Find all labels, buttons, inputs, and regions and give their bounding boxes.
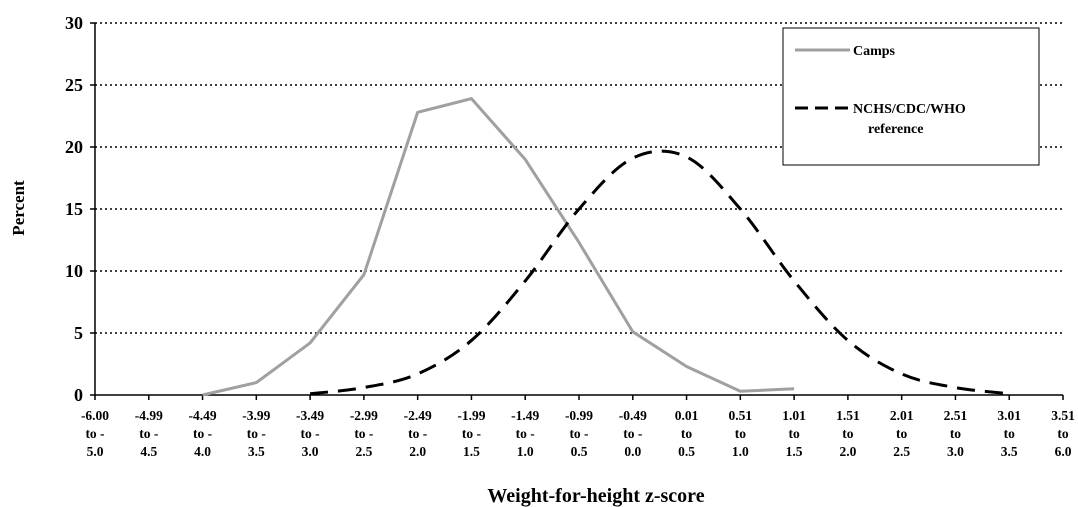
y-tick-label: 15 xyxy=(65,199,83,219)
x-tick-label-line: to - xyxy=(408,426,427,441)
y-tick-label: 25 xyxy=(65,75,83,95)
x-tick-label-line: 1.0 xyxy=(517,444,534,459)
x-tick-label-line: -4.99 xyxy=(135,408,163,423)
x-tick-label: -0.99 to - 0.5 xyxy=(565,408,593,459)
x-tick-label: 2.01 to 2.5 xyxy=(890,408,914,459)
series-line-reference xyxy=(309,149,1010,396)
y-tick-labels: 0 5 10 15 20 25 30 xyxy=(65,13,83,405)
x-tick-label-line: 0.0 xyxy=(624,444,641,459)
x-tick-label-line: -3.49 xyxy=(296,408,324,423)
x-tick-label-line: 0.01 xyxy=(675,408,699,423)
x-tick-label-line: 3.51 xyxy=(1051,408,1075,423)
x-tick-label-line: 2.0 xyxy=(839,444,856,459)
x-tick-label-line: to - xyxy=(139,426,158,441)
x-tick-label: -0.49 to - 0.0 xyxy=(619,408,647,459)
x-tick-label-line: 4.5 xyxy=(140,444,157,459)
x-tick-label-line: 2.51 xyxy=(944,408,968,423)
x-tick-label: 3.01 to 3.5 xyxy=(997,408,1021,459)
x-tick-label: -1.49 to - 1.0 xyxy=(511,408,539,459)
x-tick-label-line: -0.99 xyxy=(565,408,593,423)
x-tick-label-line: -2.49 xyxy=(404,408,432,423)
legend-label-reference-line2: reference xyxy=(868,122,923,137)
x-tick-label-line: -1.99 xyxy=(457,408,485,423)
y-tick-label: 20 xyxy=(65,137,83,157)
x-tick-label-line: to xyxy=(1004,426,1015,441)
legend-label-reference: NCHS/CDC/WHO reference xyxy=(853,102,969,137)
x-tick-label-line: 2.5 xyxy=(355,444,372,459)
x-tick-label-line: to xyxy=(896,426,907,441)
x-tick-label-line: to - xyxy=(301,426,320,441)
y-tick-label: 10 xyxy=(65,261,83,281)
x-tick-label-line: 1.5 xyxy=(463,444,480,459)
x-tick-label-line: 0.5 xyxy=(571,444,588,459)
x-tick-label-line: 1.0 xyxy=(732,444,749,459)
y-tick-label: 30 xyxy=(65,13,83,33)
x-tick-label-line: to xyxy=(1057,426,1068,441)
x-tick-label-line: to xyxy=(842,426,853,441)
x-tick-label: -3.99 to - 3.5 xyxy=(242,408,270,459)
x-tick-label: -1.99 to - 1.5 xyxy=(457,408,485,459)
x-tick-label: -4.49 to - 4.0 xyxy=(188,408,216,459)
x-tick-label: 3.51 to 6.0 xyxy=(1051,408,1075,459)
x-tick-label: 1.51 to 2.0 xyxy=(836,408,860,459)
x-tick-label: -3.49 to - 3.0 xyxy=(296,408,324,459)
legend-label-reference-line1: NCHS/CDC/WHO xyxy=(853,102,966,117)
x-tick-label-line: 1.01 xyxy=(782,408,806,423)
series-lines xyxy=(202,97,1010,397)
x-tick-label: 2.51 to 3.0 xyxy=(944,408,968,459)
x-tick-label-line: 3.5 xyxy=(248,444,265,459)
series-line-camps xyxy=(202,97,795,397)
x-tick-label-line: to - xyxy=(247,426,266,441)
x-tick-label: 0.51 to 1.0 xyxy=(729,408,753,459)
x-tick-label-line: 2.5 xyxy=(893,444,910,459)
x-tick-label-line: to xyxy=(788,426,799,441)
x-tick-label-line: -2.99 xyxy=(350,408,378,423)
x-tick-label: -2.99 to - 2.5 xyxy=(350,408,378,459)
x-tick-label-line: -1.49 xyxy=(511,408,539,423)
y-axis-title: Percent xyxy=(9,180,28,236)
x-tick-label-line: to - xyxy=(569,426,588,441)
x-tick-label-line: 2.0 xyxy=(409,444,426,459)
x-tick-label-line: 2.01 xyxy=(890,408,914,423)
x-tick-label: -2.49 to - 2.0 xyxy=(404,408,432,459)
x-tick-label-line: to - xyxy=(354,426,373,441)
axes xyxy=(90,22,1064,400)
y-tick-label: 0 xyxy=(74,385,83,405)
x-tick-label-line: 1.5 xyxy=(786,444,803,459)
legend-label-camps: Camps xyxy=(853,44,896,59)
x-tick-label: -6.00 to - 5.0 xyxy=(81,408,109,459)
x-tick-label-line: to - xyxy=(516,426,535,441)
x-tick-label-line: 3.01 xyxy=(997,408,1021,423)
x-tick-label-line: 6.0 xyxy=(1055,444,1072,459)
x-tick-label: 0.01 to 0.5 xyxy=(675,408,699,459)
legend: Camps NCHS/CDC/WHO reference xyxy=(782,27,1040,166)
x-tick-label: -4.99 to - 4.5 xyxy=(135,408,163,459)
x-tick-label-line: 5.0 xyxy=(87,444,104,459)
y-tick-label: 5 xyxy=(74,323,83,343)
x-tick-label-line: 4.0 xyxy=(194,444,211,459)
x-tick-label: 1.01 to 1.5 xyxy=(782,408,806,459)
x-tick-label-line: -6.00 xyxy=(81,408,109,423)
x-tick-label-line: to xyxy=(950,426,961,441)
x-tick-label-line: to - xyxy=(623,426,642,441)
x-tick-label-line: -3.99 xyxy=(242,408,270,423)
x-tick-label-line: 0.5 xyxy=(678,444,695,459)
x-tick-label-line: to - xyxy=(85,426,104,441)
x-tick-label-line: 3.0 xyxy=(947,444,964,459)
x-tick-label-line: 3.5 xyxy=(1001,444,1018,459)
x-tick-label-line: -0.49 xyxy=(619,408,647,423)
x-tick-label-line: -4.49 xyxy=(188,408,216,423)
x-tick-label-line: to xyxy=(735,426,746,441)
x-tick-label-line: to - xyxy=(462,426,481,441)
x-tick-label-line: to - xyxy=(193,426,212,441)
x-axis-title: Weight-for-height z-score xyxy=(487,485,704,507)
x-tick-labels: -6.00 to - 5.0 -4.99 to - 4.5 -4.49 to - 4.0 -3.9… xyxy=(81,408,1075,459)
x-tick-label-line: 3.0 xyxy=(302,444,319,459)
x-tick-label-line: 0.51 xyxy=(729,408,753,423)
x-tick-label-line: 1.51 xyxy=(836,408,860,423)
x-tick-label-line: to xyxy=(681,426,692,441)
